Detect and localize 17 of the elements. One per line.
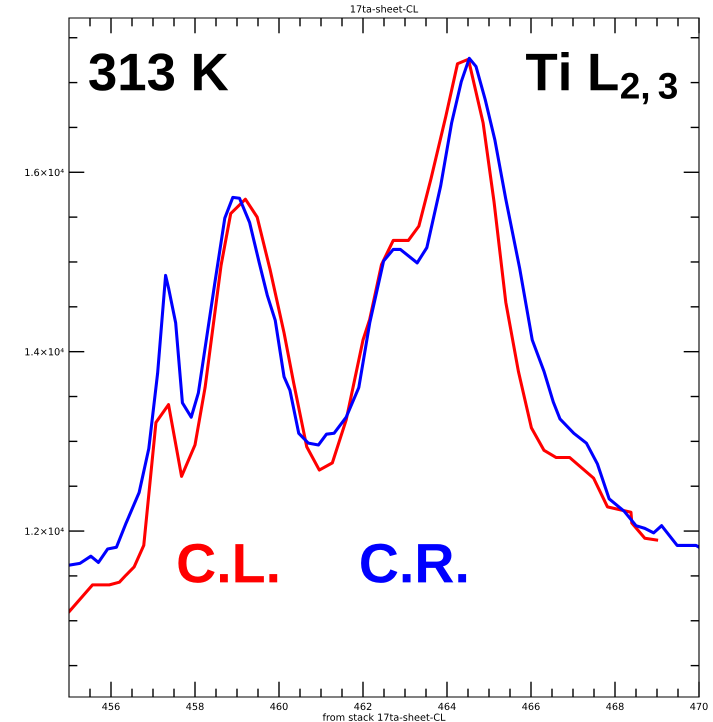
- y-tick-label: 1.2×10⁴: [25, 528, 64, 535]
- chart-title: 17ta-sheet-CL: [350, 5, 418, 13]
- series-label: C.R.: [361, 544, 466, 583]
- x-tick-label: 460: [270, 702, 288, 710]
- x-tick-label: 462: [354, 702, 372, 710]
- x-tick-label: 458: [186, 702, 204, 710]
- x-tick-label: 456: [102, 702, 120, 710]
- series-label: C.L.: [178, 544, 278, 583]
- y-tick-label: 1.4×10⁴: [25, 348, 64, 356]
- x-axis-title: from stack 17ta-sheet-CL: [322, 713, 446, 721]
- annotation: 313 K: [89, 53, 228, 91]
- annotation: Ti L$_{2,3}$: [526, 52, 677, 104]
- x-tick-label: 470: [690, 702, 708, 710]
- y-tick-label: 1.6×10⁴: [25, 168, 64, 176]
- x-tick-label: 464: [438, 702, 456, 710]
- x-tick-label: 468: [606, 702, 624, 710]
- x-tick-label: 466: [522, 702, 540, 710]
